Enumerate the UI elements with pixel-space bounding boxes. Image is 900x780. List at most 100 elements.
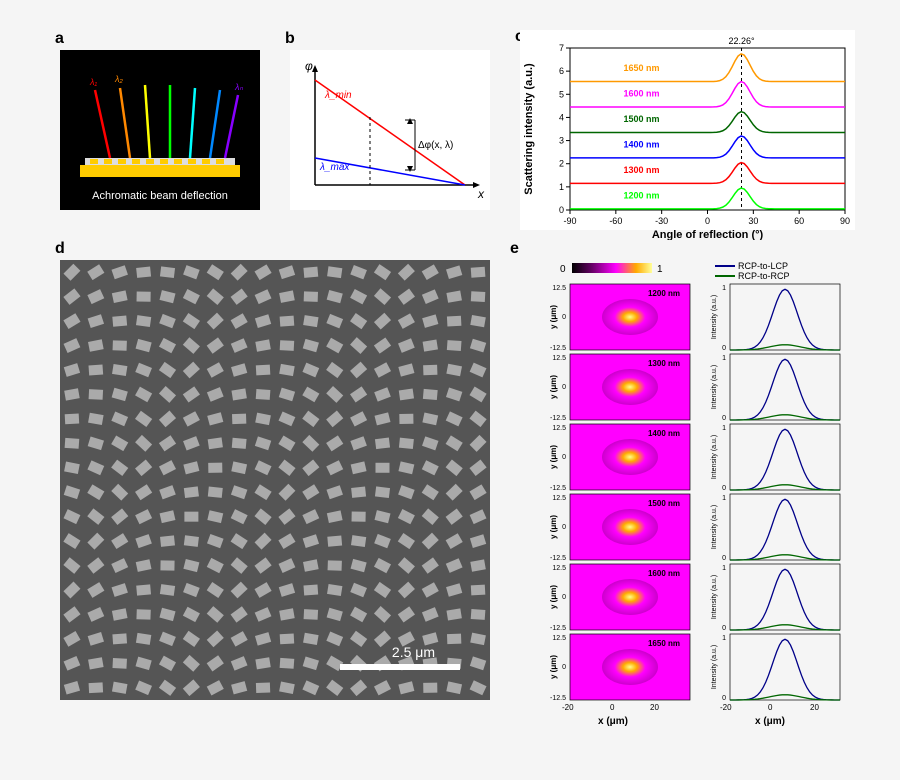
svg-text:x: x <box>477 187 485 201</box>
svg-text:-12.5: -12.5 <box>550 345 566 352</box>
svg-text:0: 0 <box>722 415 726 422</box>
panel-c: -90-60-3003060900123456722.26°1650 nm160… <box>520 30 855 230</box>
svg-text:RCP-to-LCP: RCP-to-LCP <box>738 261 788 271</box>
svg-text:1500 nm: 1500 nm <box>648 499 680 508</box>
svg-text:λ_min: λ_min <box>324 90 352 101</box>
panel-c-svg: -90-60-3003060900123456722.26°1650 nm160… <box>520 30 855 240</box>
svg-text:-20: -20 <box>720 703 732 712</box>
svg-text:0: 0 <box>560 264 566 275</box>
svg-text:-12.5: -12.5 <box>550 415 566 422</box>
svg-text:RCP-to-RCP: RCP-to-RCP <box>738 271 790 280</box>
scalebar <box>340 664 460 670</box>
scalebar-text: 2.5 μm <box>392 644 435 660</box>
panel-e-xaxis: -20 0 20 x (μm) -20 0 20 x (μm) <box>520 702 855 732</box>
svg-text:y (μm): y (μm) <box>550 585 558 609</box>
svg-text:1: 1 <box>722 355 726 362</box>
svg-text:0: 0 <box>562 384 566 391</box>
svg-text:-12.5: -12.5 <box>550 555 566 562</box>
svg-text:90: 90 <box>840 216 850 226</box>
svg-text:λ₁: λ₁ <box>89 77 97 87</box>
svg-text:-30: -30 <box>655 216 668 226</box>
svg-text:1: 1 <box>559 182 564 192</box>
svg-text:Intensity (a.u.): Intensity (a.u.) <box>711 575 718 619</box>
svg-text:12.5: 12.5 <box>552 565 566 572</box>
svg-text:1650 nm: 1650 nm <box>648 639 680 648</box>
svg-text:λₙ: λₙ <box>234 82 243 92</box>
panel-d-label: d <box>55 240 65 258</box>
svg-text:Intensity (a.u.): Intensity (a.u.) <box>711 505 718 549</box>
svg-text:0: 0 <box>562 314 566 321</box>
svg-text:Intensity (a.u.): Intensity (a.u.) <box>711 435 718 479</box>
svg-text:y (μm): y (μm) <box>550 445 558 469</box>
svg-text:1: 1 <box>722 635 726 642</box>
panel-e: 0 1 RCP-to-LCP RCP-to-RCP 1200 nm 12.5 0 -1… <box>520 260 855 740</box>
svg-text:4: 4 <box>559 112 564 122</box>
svg-text:x (μm): x (μm) <box>598 716 628 727</box>
svg-text:1600 nm: 1600 nm <box>648 569 680 578</box>
svg-text:6: 6 <box>559 66 564 76</box>
svg-text:1300 nm: 1300 nm <box>648 359 680 368</box>
svg-text:Intensity (a.u.): Intensity (a.u.) <box>711 295 718 339</box>
svg-text:2: 2 <box>559 159 564 169</box>
svg-text:Intensity (a.u.): Intensity (a.u.) <box>711 365 718 409</box>
svg-text:-12.5: -12.5 <box>550 625 566 632</box>
svg-text:x (μm): x (μm) <box>755 716 785 727</box>
svg-text:7: 7 <box>559 43 564 53</box>
panel-b-label: b <box>285 30 295 48</box>
svg-text:Angle of reflection (°): Angle of reflection (°) <box>652 229 764 240</box>
svg-text:y (μm): y (μm) <box>550 515 558 539</box>
svg-text:0: 0 <box>722 485 726 492</box>
svg-text:1: 1 <box>657 264 663 275</box>
svg-text:λ_max: λ_max <box>319 162 350 173</box>
panel-b: φ x λ_min λ_max Δφ(x, λ) <box>290 50 490 210</box>
svg-text:y (μm): y (μm) <box>550 305 558 329</box>
svg-text:-12.5: -12.5 <box>550 485 566 492</box>
svg-text:20: 20 <box>650 703 659 712</box>
svg-text:0: 0 <box>722 695 726 702</box>
svg-text:φ: φ <box>305 59 313 73</box>
svg-text:12.5: 12.5 <box>552 495 566 502</box>
svg-text:1500 nm: 1500 nm <box>623 114 659 124</box>
svg-text:1200 nm: 1200 nm <box>648 289 680 298</box>
svg-text:0: 0 <box>768 703 773 712</box>
svg-text:20: 20 <box>810 703 819 712</box>
svg-text:12.5: 12.5 <box>552 425 566 432</box>
svg-text:12.5: 12.5 <box>552 285 566 292</box>
svg-text:0: 0 <box>722 345 726 352</box>
svg-text:60: 60 <box>794 216 804 226</box>
panel-d: 2.5 μm <box>60 260 490 700</box>
svg-text:Intensity (a.u.): Intensity (a.u.) <box>711 645 718 689</box>
svg-text:1400 nm: 1400 nm <box>623 140 659 150</box>
svg-text:1300 nm: 1300 nm <box>623 165 659 175</box>
svg-text:5: 5 <box>559 89 564 99</box>
svg-text:30: 30 <box>748 216 758 226</box>
svg-text:0: 0 <box>722 625 726 632</box>
svg-text:0: 0 <box>559 205 564 215</box>
svg-text:0: 0 <box>722 555 726 562</box>
panel-a: λ₁ λ₂ λₙ Achromatic beam deflection <box>60 50 260 210</box>
svg-text:1200 nm: 1200 nm <box>623 190 659 200</box>
svg-text:0: 0 <box>562 664 566 671</box>
svg-text:-20: -20 <box>562 703 574 712</box>
svg-text:0: 0 <box>610 703 615 712</box>
svg-text:1: 1 <box>722 565 726 572</box>
svg-text:Scattering intensity (a.u.): Scattering intensity (a.u.) <box>523 63 535 195</box>
svg-text:y (μm): y (μm) <box>550 375 558 399</box>
svg-text:1: 1 <box>722 425 726 432</box>
svg-text:1: 1 <box>722 285 726 292</box>
panel-b-svg: φ x λ_min λ_max Δφ(x, λ) <box>290 50 490 210</box>
panel-a-caption: Achromatic beam deflection <box>60 190 260 202</box>
panel-e-rows: 1200 nm 12.5 0 -12.5 y (μm) 1 0 Intensity (a.u.… <box>520 282 855 702</box>
svg-text:-12.5: -12.5 <box>550 695 566 702</box>
svg-text:0: 0 <box>705 216 710 226</box>
panel-a-svg: λ₁ λ₂ λₙ <box>60 50 260 210</box>
svg-text:-60: -60 <box>609 216 622 226</box>
svg-text:0: 0 <box>562 594 566 601</box>
svg-text:1650 nm: 1650 nm <box>623 63 659 73</box>
svg-text:0: 0 <box>562 524 566 531</box>
panel-e-header: 0 1 RCP-to-LCP RCP-to-RCP <box>520 260 855 280</box>
panel-d-svg <box>60 260 490 700</box>
svg-text:λ₂: λ₂ <box>114 74 123 84</box>
svg-text:1400 nm: 1400 nm <box>648 429 680 438</box>
panel-a-label: a <box>55 30 64 48</box>
